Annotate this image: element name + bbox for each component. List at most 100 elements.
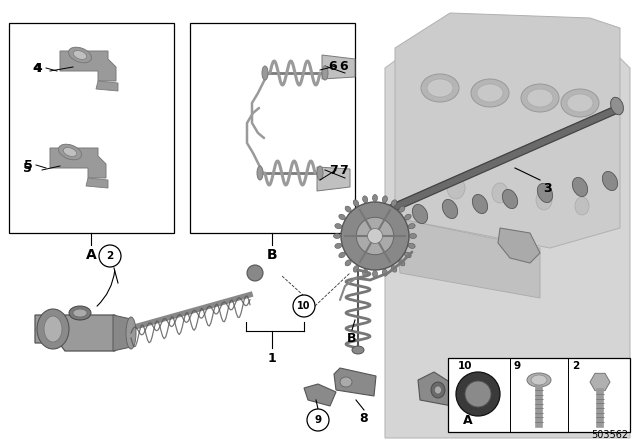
- Text: 3: 3: [544, 181, 552, 194]
- Ellipse shape: [531, 375, 547, 385]
- Ellipse shape: [435, 386, 442, 394]
- Ellipse shape: [339, 214, 346, 220]
- Ellipse shape: [382, 269, 387, 276]
- Ellipse shape: [399, 260, 405, 266]
- Ellipse shape: [521, 84, 559, 112]
- Ellipse shape: [575, 197, 589, 215]
- Ellipse shape: [382, 210, 397, 228]
- Ellipse shape: [442, 199, 458, 219]
- Text: 2: 2: [106, 251, 114, 261]
- Ellipse shape: [382, 196, 387, 203]
- Ellipse shape: [262, 66, 268, 80]
- Polygon shape: [385, 28, 630, 438]
- Ellipse shape: [391, 200, 397, 207]
- Ellipse shape: [427, 79, 453, 97]
- Polygon shape: [304, 384, 336, 406]
- Ellipse shape: [502, 190, 518, 208]
- Ellipse shape: [538, 184, 552, 202]
- Text: 10: 10: [297, 301, 311, 311]
- Ellipse shape: [73, 309, 87, 317]
- Ellipse shape: [126, 317, 136, 349]
- Circle shape: [465, 381, 491, 407]
- Ellipse shape: [527, 89, 553, 107]
- Bar: [9, 23, 174, 233]
- Polygon shape: [113, 315, 131, 351]
- Ellipse shape: [404, 214, 411, 220]
- Ellipse shape: [68, 47, 92, 63]
- Ellipse shape: [44, 316, 62, 342]
- Ellipse shape: [257, 166, 263, 180]
- Ellipse shape: [421, 74, 459, 102]
- Text: 5: 5: [22, 161, 31, 175]
- Circle shape: [99, 245, 121, 267]
- Ellipse shape: [365, 208, 380, 228]
- Circle shape: [341, 202, 409, 270]
- Circle shape: [367, 228, 383, 243]
- Ellipse shape: [345, 260, 351, 266]
- Text: 9: 9: [314, 415, 321, 425]
- Ellipse shape: [353, 200, 359, 207]
- Ellipse shape: [408, 224, 415, 229]
- Ellipse shape: [317, 166, 323, 180]
- Text: A: A: [463, 414, 473, 426]
- Ellipse shape: [339, 252, 346, 258]
- Ellipse shape: [567, 94, 593, 112]
- Ellipse shape: [363, 196, 368, 203]
- Ellipse shape: [322, 66, 328, 80]
- Text: A: A: [86, 248, 97, 262]
- Ellipse shape: [247, 265, 263, 281]
- Ellipse shape: [372, 194, 378, 202]
- Ellipse shape: [353, 266, 359, 272]
- Polygon shape: [450, 380, 468, 402]
- Ellipse shape: [335, 224, 342, 229]
- Bar: [190, 23, 355, 233]
- Ellipse shape: [472, 194, 488, 214]
- Polygon shape: [395, 13, 620, 248]
- Text: 6: 6: [329, 60, 337, 73]
- Polygon shape: [418, 372, 456, 406]
- Text: B: B: [267, 248, 277, 262]
- Text: B: B: [348, 332, 356, 345]
- Ellipse shape: [352, 346, 364, 354]
- Ellipse shape: [404, 252, 411, 258]
- Polygon shape: [395, 218, 540, 298]
- Ellipse shape: [477, 84, 503, 102]
- Text: 8: 8: [360, 412, 368, 425]
- Text: 2: 2: [572, 361, 579, 371]
- Circle shape: [293, 295, 315, 317]
- Ellipse shape: [471, 79, 509, 107]
- Ellipse shape: [399, 206, 405, 212]
- Ellipse shape: [340, 377, 352, 387]
- Ellipse shape: [561, 89, 599, 117]
- Text: 6: 6: [340, 60, 348, 73]
- Ellipse shape: [611, 97, 623, 115]
- Polygon shape: [498, 228, 540, 263]
- Text: 5: 5: [24, 159, 33, 172]
- Circle shape: [307, 409, 329, 431]
- Polygon shape: [86, 178, 108, 188]
- Ellipse shape: [363, 269, 368, 276]
- Text: 10: 10: [458, 361, 472, 371]
- Ellipse shape: [345, 206, 351, 212]
- Text: 9: 9: [514, 361, 521, 371]
- Ellipse shape: [58, 144, 81, 160]
- Polygon shape: [60, 51, 116, 81]
- Text: 7: 7: [328, 164, 337, 177]
- Ellipse shape: [602, 172, 618, 190]
- Text: 1: 1: [268, 352, 276, 365]
- Polygon shape: [370, 104, 620, 222]
- Text: 4: 4: [34, 61, 42, 74]
- Text: 4: 4: [33, 61, 42, 74]
- Ellipse shape: [447, 177, 465, 199]
- Ellipse shape: [391, 266, 397, 272]
- Polygon shape: [322, 55, 355, 79]
- Ellipse shape: [536, 190, 552, 210]
- Polygon shape: [35, 315, 119, 351]
- Ellipse shape: [372, 271, 378, 277]
- Bar: [448, 358, 630, 432]
- Polygon shape: [50, 148, 106, 178]
- Polygon shape: [334, 368, 376, 396]
- Ellipse shape: [572, 177, 588, 197]
- Ellipse shape: [74, 51, 86, 60]
- Ellipse shape: [37, 309, 69, 349]
